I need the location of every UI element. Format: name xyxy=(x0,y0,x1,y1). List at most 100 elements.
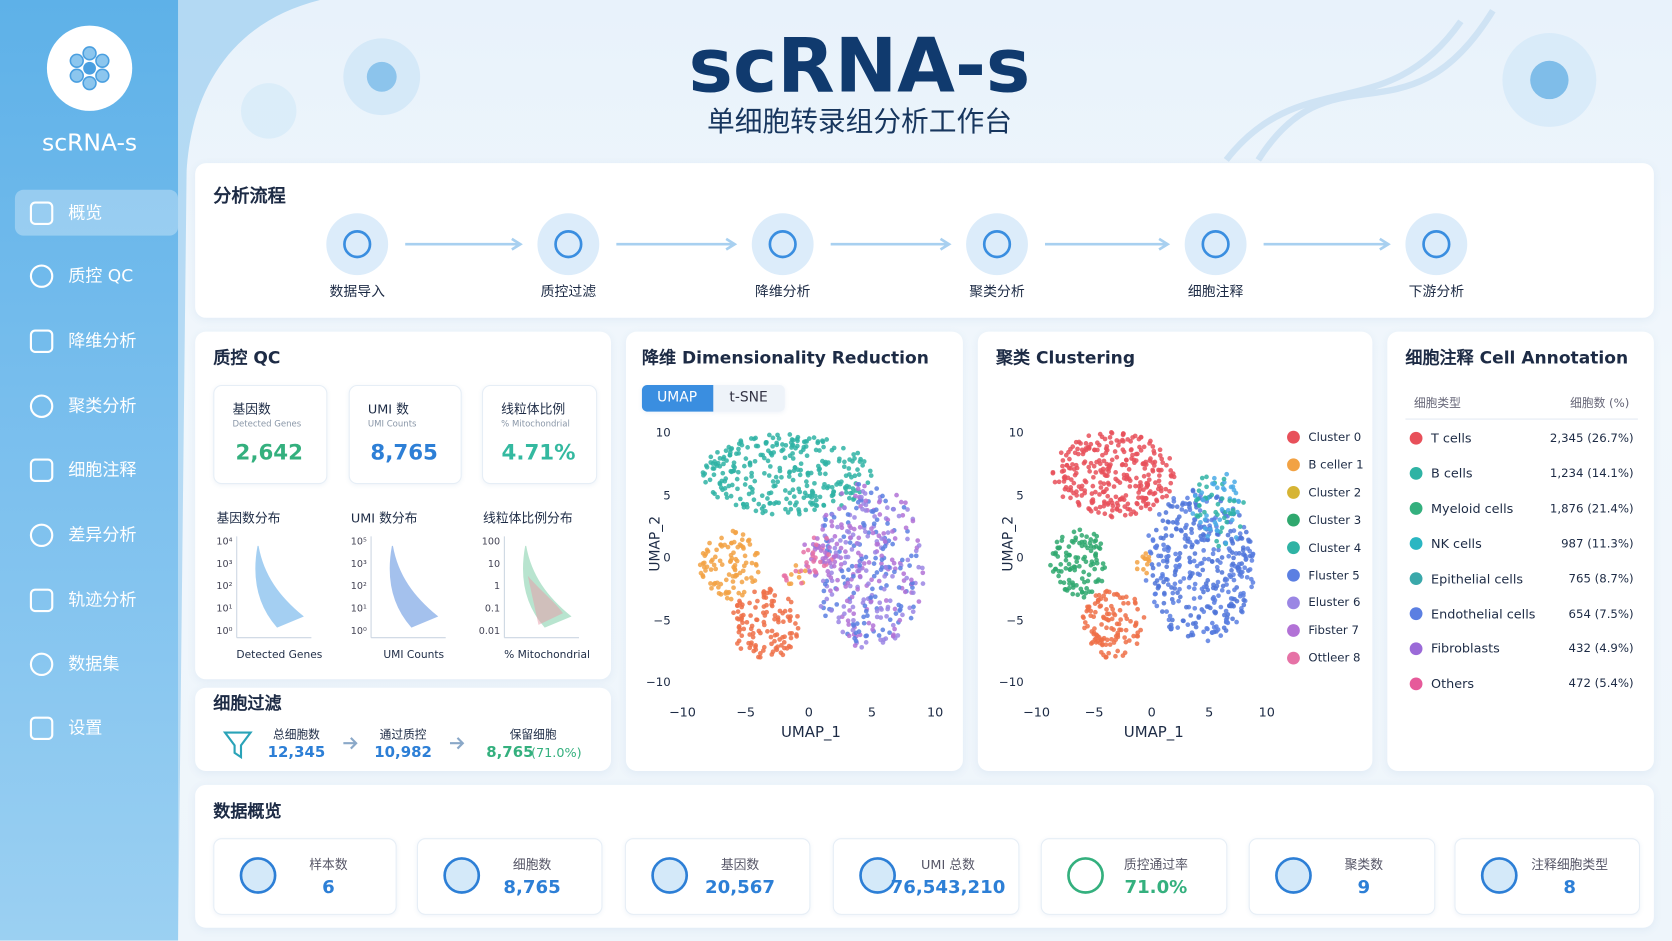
cell-dot xyxy=(1220,583,1226,589)
cell-dot xyxy=(1164,462,1169,468)
cell-dot xyxy=(767,501,773,506)
cell-dot xyxy=(1152,490,1158,496)
cell-dot xyxy=(857,562,863,568)
cell-dot xyxy=(1061,479,1067,484)
cell-dot xyxy=(731,460,737,466)
nav-active[interactable] xyxy=(14,189,179,236)
cell-count: 472 (5.4%) xyxy=(1568,676,1634,691)
cell-dot xyxy=(746,640,751,646)
cell-dot xyxy=(839,491,845,496)
cell-dot xyxy=(1098,649,1104,655)
cell-dot xyxy=(873,507,879,513)
cell-dot xyxy=(829,484,835,490)
cell-dot xyxy=(1167,613,1173,619)
cell-dot xyxy=(1222,515,1227,521)
cell-dot xyxy=(847,608,852,613)
dist-tick: 10¹ xyxy=(216,604,233,615)
cell-dot xyxy=(1172,572,1178,578)
cell-dot xyxy=(1189,544,1195,550)
nav-item[interactable]: 质控 QC xyxy=(68,265,134,286)
cell-dot xyxy=(1104,466,1110,472)
cell-dot xyxy=(1108,440,1114,446)
cell-dot xyxy=(920,570,926,576)
cell-dot xyxy=(1098,480,1103,485)
cell-dot xyxy=(876,578,882,584)
cell-dot xyxy=(867,468,873,474)
nav-item[interactable]: 差异分析 xyxy=(68,524,137,545)
cell-dot xyxy=(1201,629,1206,635)
nav-item[interactable]: 轨迹分析 xyxy=(68,589,137,610)
cell-dot xyxy=(855,541,861,547)
stat-value: 8,765 xyxy=(503,877,561,899)
cell-dot xyxy=(749,575,754,581)
cell-dot xyxy=(1167,456,1173,461)
step-label: 数据导入 xyxy=(329,284,385,301)
cell-dot xyxy=(1124,616,1130,622)
cell-dot xyxy=(903,525,909,531)
cell-dot xyxy=(866,581,871,587)
tab-label[interactable]: t-SNE xyxy=(729,389,768,406)
cell-dot xyxy=(916,543,922,548)
cell-dot xyxy=(812,507,817,513)
y-tick: 5 xyxy=(1016,488,1024,503)
cell-dot xyxy=(1138,505,1144,511)
cell-dot xyxy=(721,461,726,467)
cell-dot xyxy=(1115,648,1121,654)
cell-dot xyxy=(1225,620,1231,626)
cell-dot xyxy=(846,484,852,490)
cell-dot xyxy=(790,442,796,448)
nav-item[interactable]: 细胞注释 xyxy=(68,459,137,480)
cell-dot xyxy=(805,564,811,570)
cell-dot xyxy=(739,442,745,448)
metric-label: UMI 数 xyxy=(367,402,409,417)
cell-dot xyxy=(868,473,874,478)
cell-dot xyxy=(1204,474,1209,480)
cell-dot xyxy=(1194,513,1200,518)
step-icon xyxy=(537,213,600,276)
cell-dot xyxy=(769,641,774,647)
cell-dot xyxy=(818,559,823,565)
cell-dot xyxy=(1133,458,1139,463)
cell-dot xyxy=(717,455,723,461)
cell-dot xyxy=(823,512,829,518)
cell-dot xyxy=(887,617,893,623)
cell-dot xyxy=(701,560,707,566)
cell-dot xyxy=(1227,511,1233,516)
stat-icon xyxy=(239,857,277,894)
cell-dot xyxy=(724,495,730,500)
nav-item[interactable]: 设置 xyxy=(68,717,103,738)
cell-dot xyxy=(865,533,871,539)
cell-dot xyxy=(802,568,808,574)
cell-dot xyxy=(1066,544,1072,549)
cell-dot xyxy=(1134,500,1140,506)
cell-dot xyxy=(885,517,891,523)
cell-dot xyxy=(1067,566,1073,572)
x-label: UMAP_1 xyxy=(780,724,841,742)
nav-item[interactable]: 降维分析 xyxy=(68,330,137,351)
cell-dot xyxy=(856,535,862,541)
cell-dot xyxy=(728,596,734,602)
cell-dot xyxy=(754,617,759,623)
cell-dot xyxy=(1191,596,1197,601)
cell-dot xyxy=(892,626,897,632)
cell-dot xyxy=(885,604,891,610)
cell-dot xyxy=(902,589,908,595)
cell-dot xyxy=(1178,527,1184,533)
nav-item[interactable]: 概览 xyxy=(68,202,103,223)
cell-dot xyxy=(750,630,756,636)
cell-dot xyxy=(855,486,861,492)
cell-dot xyxy=(1167,488,1172,494)
cell-dot xyxy=(861,614,866,620)
cell-dot xyxy=(852,636,857,641)
nav-item[interactable]: 聚类分析 xyxy=(68,395,137,416)
cell-dot xyxy=(744,576,749,581)
tab-label[interactable]: UMAP xyxy=(657,389,698,406)
nav-item[interactable]: 数据集 xyxy=(68,653,120,674)
cell-dot xyxy=(753,550,759,556)
cell-dot xyxy=(785,510,791,515)
stat-icon xyxy=(859,857,896,894)
cell-dot xyxy=(1236,550,1242,556)
cell-dot xyxy=(1143,551,1149,556)
cell-dot xyxy=(1249,584,1254,590)
cell-dot xyxy=(1143,503,1149,509)
